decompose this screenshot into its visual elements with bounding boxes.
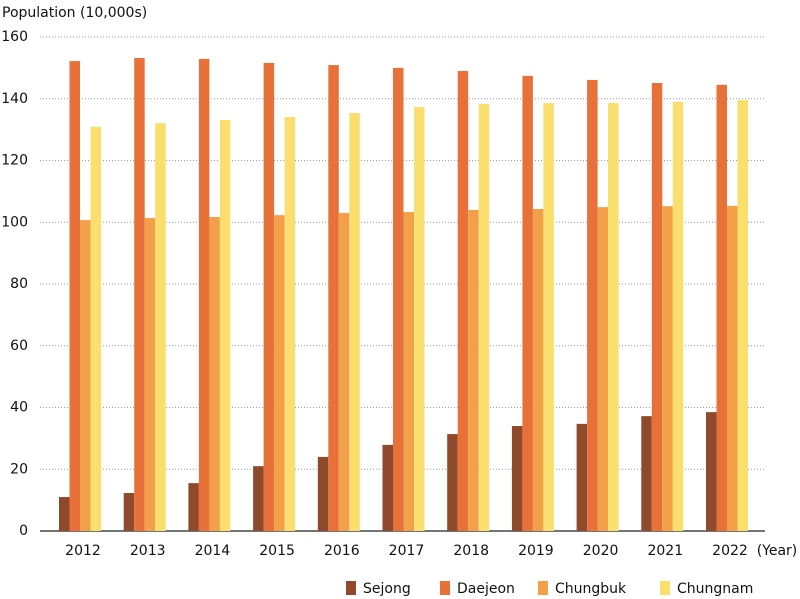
- x-tick-label: 2020: [583, 543, 619, 559]
- bar: [543, 103, 554, 531]
- legend-label: Sejong: [363, 581, 411, 597]
- bar: [447, 434, 458, 531]
- bar: [597, 207, 609, 531]
- legend-label: Daejeon: [457, 581, 515, 597]
- bar: [651, 83, 663, 531]
- y-tick-label: 80: [10, 276, 28, 292]
- bar: [134, 57, 145, 532]
- bar: [253, 466, 264, 531]
- bar: [403, 212, 414, 531]
- bar: [414, 107, 425, 532]
- legend-label: Chungnam: [677, 581, 753, 597]
- y-axis-title: Population (10,000s): [2, 5, 147, 21]
- bar: [393, 67, 404, 531]
- bar: [317, 456, 329, 531]
- bar: [641, 416, 652, 531]
- bar: [716, 84, 727, 531]
- bar: [59, 497, 70, 531]
- y-tick-label: 120: [1, 153, 28, 169]
- bar: [672, 101, 684, 532]
- bar: [662, 206, 673, 531]
- x-tick-label: 2022: [712, 543, 748, 559]
- bar: [284, 116, 296, 531]
- x-tick-label: 2019: [518, 543, 554, 559]
- bar: [382, 444, 393, 531]
- bar: [587, 79, 598, 531]
- bar: [123, 493, 135, 531]
- bar: [198, 58, 210, 531]
- y-tick-label: 0: [19, 523, 28, 539]
- legend-swatch: [538, 581, 548, 595]
- bar: [511, 426, 523, 531]
- bar: [155, 123, 166, 532]
- bar: [468, 209, 479, 531]
- y-tick-label: 40: [10, 400, 28, 416]
- y-tick-label: 100: [1, 214, 28, 230]
- bar: [69, 61, 80, 532]
- y-tick-label: 140: [1, 91, 28, 107]
- bar: [532, 208, 544, 531]
- x-tick-label: 2014: [195, 543, 231, 559]
- bar: [706, 412, 717, 531]
- bar: [608, 103, 619, 531]
- bar: [144, 217, 156, 532]
- bar: [274, 215, 285, 531]
- y-tick-label: 20: [10, 461, 28, 477]
- x-tick-label: 2015: [259, 543, 295, 559]
- bar: [576, 423, 588, 531]
- x-tick-label: 2018: [453, 543, 489, 559]
- bar: [522, 75, 533, 531]
- x-tick-label: 2013: [130, 543, 166, 559]
- legend-label: Chungbuk: [555, 581, 627, 597]
- y-tick-label: 60: [10, 338, 28, 354]
- bar: [349, 112, 360, 531]
- bar: [328, 65, 339, 531]
- x-tick-label: 2012: [65, 543, 101, 559]
- bar: [727, 205, 738, 532]
- y-tick-label: 160: [1, 29, 28, 45]
- bar: [737, 99, 748, 532]
- bar: [209, 217, 220, 531]
- bar: [90, 126, 101, 531]
- bar: [457, 70, 469, 532]
- legend-swatch: [440, 581, 450, 595]
- bar: [80, 220, 91, 531]
- legend-swatch: [346, 581, 356, 595]
- x-tick-label: 2017: [389, 543, 425, 559]
- bar: [338, 212, 350, 532]
- x-tick-label: 2016: [324, 543, 360, 559]
- x-tick-label: 2021: [647, 543, 683, 559]
- bar: [188, 483, 199, 531]
- bar: [478, 103, 490, 531]
- bar: [263, 62, 275, 532]
- bar: [219, 120, 231, 532]
- legend-swatch: [660, 581, 670, 595]
- x-axis-title: (Year): [757, 543, 798, 559]
